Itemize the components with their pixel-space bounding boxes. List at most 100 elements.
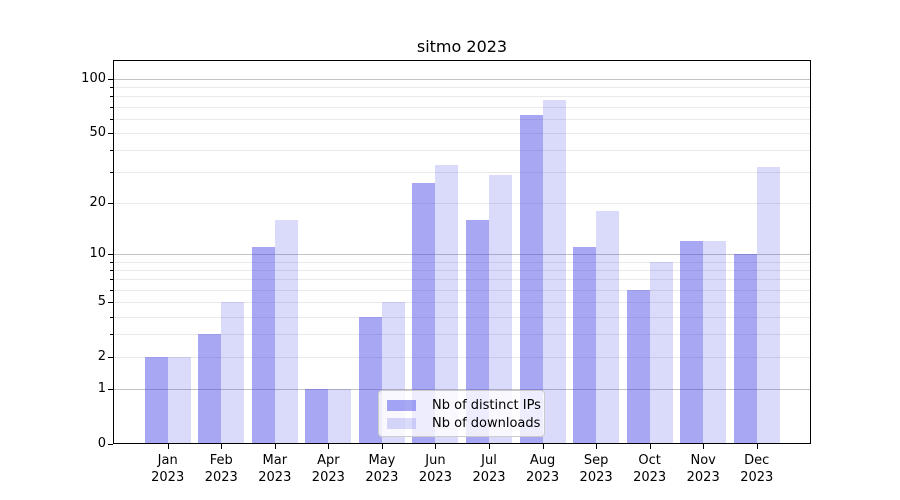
bar (412, 183, 436, 443)
bar (435, 164, 459, 443)
bar (626, 289, 650, 443)
y-tick-label: 10 (89, 246, 106, 262)
bar (519, 114, 543, 443)
minor-gridline (114, 150, 810, 152)
y-minor-tick (110, 270, 113, 272)
bar (167, 357, 191, 443)
y-tick-label: 1 (97, 381, 106, 397)
bar (328, 389, 352, 443)
x-tick (489, 444, 490, 449)
x-tick (703, 444, 705, 449)
bar (144, 357, 168, 443)
y-tick (108, 132, 113, 134)
y-minor-tick (110, 150, 113, 152)
x-tick-label: Aug 2023 (526, 453, 560, 485)
minor-gridline (114, 132, 810, 134)
x-tick-label: Nov 2023 (686, 453, 720, 485)
major-gridline (114, 389, 810, 391)
x-tick (542, 444, 544, 449)
x-tick-label: Mar 2023 (258, 453, 292, 485)
chart-title: sitmo 2023 (416, 37, 508, 56)
major-gridline (114, 254, 810, 256)
bar (305, 389, 329, 443)
bar (198, 334, 222, 443)
minor-gridline (114, 334, 810, 336)
y-tick-label: 20 (89, 195, 106, 211)
y-tick-label: 50 (89, 124, 106, 140)
x-tick-label: May 2023 (365, 453, 399, 485)
legend-swatch (387, 399, 416, 411)
minor-gridline (114, 279, 810, 281)
y-minor-tick (110, 279, 113, 281)
minor-gridline (114, 261, 810, 263)
x-tick-label: Oct 2023 (633, 453, 667, 485)
x-tick (274, 444, 276, 449)
x-tick (381, 444, 383, 449)
legend-swatch (387, 417, 416, 429)
minor-gridline (114, 270, 810, 272)
x-tick-label: Sep 2023 (579, 453, 613, 485)
y-minor-tick (110, 334, 113, 336)
y-tick (108, 444, 113, 445)
minor-gridline (114, 357, 810, 359)
bar (680, 241, 704, 443)
minor-gridline (114, 302, 810, 304)
bar (596, 210, 620, 443)
y-tick (108, 389, 113, 391)
minor-gridline (114, 87, 810, 88)
y-minor-tick (110, 118, 113, 120)
bar (221, 302, 245, 443)
y-minor-tick (110, 172, 113, 174)
y-tick (108, 78, 113, 80)
bar (733, 254, 757, 443)
y-tick-label: 5 (97, 294, 106, 310)
x-tick (435, 444, 437, 449)
legend-label: Nb of downloads (432, 415, 541, 431)
x-tick (221, 444, 223, 449)
x-tick (596, 444, 598, 449)
minor-gridline (114, 316, 810, 318)
bar (573, 247, 597, 443)
y-tick-label: 0 (97, 436, 106, 451)
x-tick-label: Feb 2023 (204, 453, 238, 485)
bar (251, 247, 275, 443)
bar (489, 174, 512, 443)
bar (756, 167, 780, 443)
legend-label: Nb of distinct IPs (432, 397, 541, 413)
x-tick (167, 444, 169, 449)
legend: Nb of distinct IPs Nb of downloads (378, 390, 545, 437)
y-tick (108, 254, 113, 256)
y-minor-tick (110, 106, 113, 108)
y-tick-label: 2 (97, 349, 106, 365)
x-tick-label: Jun 2023 (418, 453, 452, 485)
y-tick-label: 100 (81, 70, 106, 86)
bar (703, 241, 727, 443)
major-gridline (114, 78, 810, 80)
y-tick (108, 302, 113, 304)
y-minor-tick (110, 96, 113, 98)
bar (466, 219, 489, 443)
y-minor-tick (110, 87, 113, 88)
x-tick (328, 444, 330, 449)
x-tick-label: Jul 2023 (472, 453, 506, 485)
x-tick-label: Apr 2023 (311, 453, 345, 485)
minor-gridline (114, 118, 810, 120)
minor-gridline (114, 96, 810, 98)
y-tick (108, 203, 113, 205)
minor-gridline (114, 172, 810, 174)
y-tick (108, 357, 113, 359)
plot-area (113, 60, 811, 444)
minor-gridline (114, 203, 810, 205)
x-tick (756, 444, 758, 449)
bar (542, 100, 566, 443)
y-minor-tick (110, 289, 113, 291)
x-tick (649, 444, 651, 449)
minor-gridline (114, 106, 810, 108)
y-minor-tick (110, 261, 113, 263)
y-minor-tick (110, 316, 113, 318)
bar (649, 261, 673, 443)
legend-entry: Nb of distinct IPs (387, 396, 541, 414)
bar (358, 316, 382, 443)
legend-entry: Nb of downloads (387, 414, 540, 432)
